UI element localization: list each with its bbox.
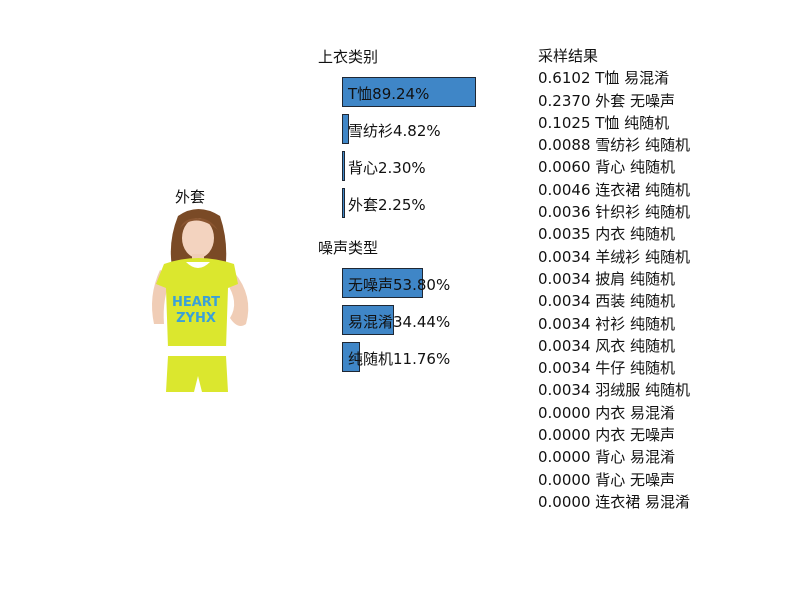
result-item: 0.0034 牛仔 纯随机 (538, 359, 676, 378)
result-item: 0.0046 连衣裙 纯随机 (538, 180, 691, 199)
result-item: 0.0000 内衣 易混淆 (538, 403, 676, 422)
bar-易混淆 (342, 305, 394, 335)
result-item: 0.0035 内衣 纯随机 (538, 225, 676, 244)
clothing-photo: HEART ZYHX (152, 209, 249, 392)
result-item: 0.0000 背心 易混淆 (538, 448, 676, 467)
results-title: 采样结果 (538, 47, 599, 65)
bar-label: 外套2.25% (348, 196, 426, 214)
svg-text:HEART: HEART (172, 295, 220, 310)
svg-text:ZYHX: ZYHX (176, 311, 216, 326)
bar-背心 (342, 151, 346, 181)
bar-label: 纯随机11.76% (348, 350, 451, 368)
bar-无噪声 (342, 268, 423, 298)
bar-T恤 (342, 77, 476, 107)
result-item: 0.0034 风衣 纯随机 (538, 336, 676, 355)
bar-label: 无噪声53.80% (348, 276, 451, 294)
result-item: 0.0034 衬衫 纯随机 (538, 314, 676, 333)
chart1-title: 上衣类别 (318, 48, 379, 66)
result-item: 0.0000 背心 无噪声 (538, 470, 676, 489)
result-item: 0.0036 针织衫 纯随机 (538, 203, 691, 222)
result-item: 0.6102 T恤 易混淆 (538, 69, 670, 88)
sampling-results: 采样结果 0.6102 T恤 易混淆 0.2370 外套 无噪声 0.1025 T恤… (538, 45, 690, 513)
bar-label: 背心2.30% (348, 159, 426, 177)
bar-雪纺衫 (342, 114, 350, 144)
result-item: 0.0000 内衣 无噪声 (538, 426, 676, 445)
result-item: 0.0000 连衣裙 易混淆 (538, 492, 691, 511)
bar-纯随机 (342, 342, 360, 372)
result-item: 0.0034 西装 纯随机 (538, 292, 676, 311)
result-item: 0.0034 羊绒衫 纯随机 (538, 247, 691, 266)
chart2-title: 噪声类型 (318, 239, 379, 257)
bar-label: 雪纺衫4.82% (348, 122, 441, 140)
result-item: 0.0034 羽绒服 纯随机 (538, 381, 691, 400)
results-list: 0.6102 T恤 易混淆 0.2370 外套 无噪声 0.1025 T恤 纯随机 0… (538, 67, 690, 513)
bar-label: 易混淆34.44% (348, 313, 451, 331)
result-item: 0.0060 背心 纯随机 (538, 158, 676, 177)
bar-外套 (342, 188, 346, 218)
result-item: 0.0034 披肩 纯随机 (538, 269, 676, 288)
bar-label: T恤89.24% (348, 85, 430, 103)
result-item: 0.0088 雪纺衫 纯随机 (538, 136, 691, 155)
result-item: 0.2370 外套 无噪声 (538, 91, 676, 110)
result-item: 0.1025 T恤 纯随机 (538, 113, 670, 132)
image-label: 外套 (174, 188, 205, 206)
